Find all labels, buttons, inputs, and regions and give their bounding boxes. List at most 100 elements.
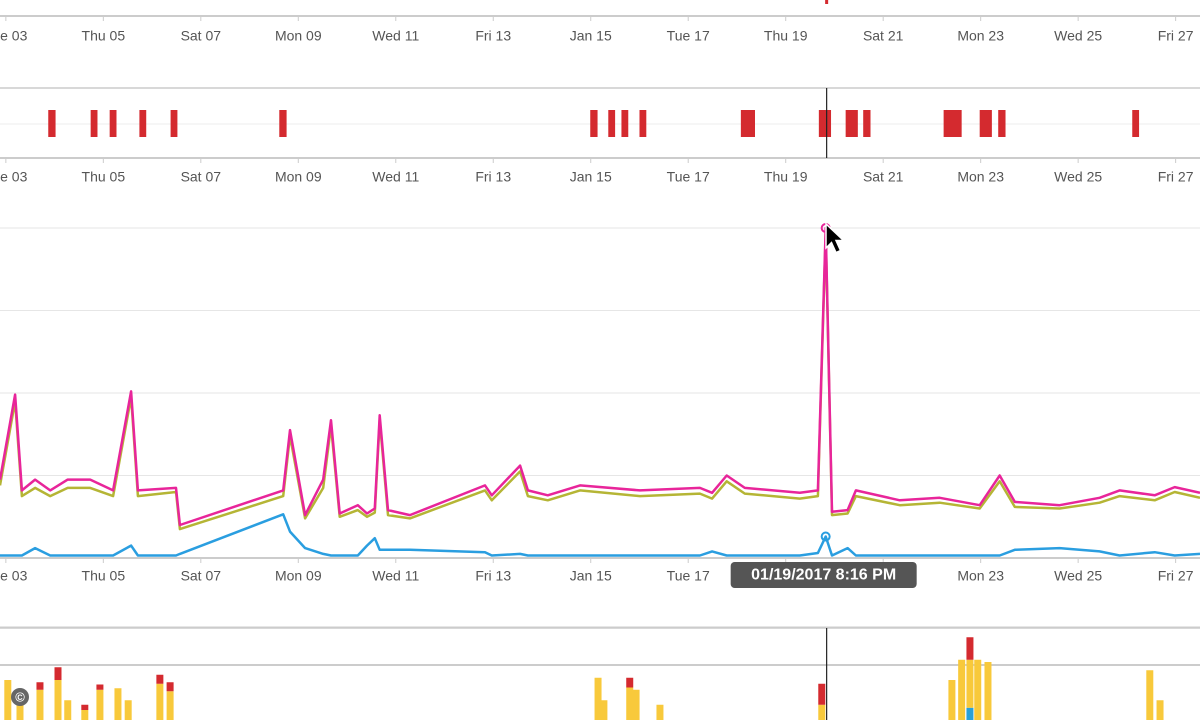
x-tick-label: Mon 23 — [957, 169, 1004, 185]
event — [740, 110, 755, 137]
bar-segment — [16, 700, 24, 720]
x-tick-label: Tue 17 — [667, 169, 710, 185]
bar-segment — [96, 689, 104, 720]
bar-segment — [966, 707, 974, 720]
overlay: © — [11, 222, 846, 706]
x-tick-label: Sat 21 — [863, 169, 904, 185]
x-tick-label: Jan 15 — [570, 28, 612, 44]
x-tick-label: Fri 13 — [475, 568, 511, 584]
bar-segment — [81, 710, 89, 720]
x-tick-label: Fri 27 — [1158, 169, 1194, 185]
x-tick-label: Sat 07 — [181, 28, 222, 44]
bar-segment — [114, 688, 122, 720]
bar-segment — [656, 704, 664, 720]
bar-segment — [958, 659, 966, 720]
x-tick-label: Jan 15 — [570, 568, 612, 584]
bar-segment — [156, 683, 164, 720]
bar-segment — [818, 704, 826, 720]
x-tick-label: Sat 07 — [181, 568, 222, 584]
x-tick-label: Wed 11 — [372, 169, 419, 185]
event — [639, 110, 647, 137]
event — [48, 110, 56, 137]
event — [170, 110, 178, 137]
event — [845, 110, 858, 137]
event — [863, 110, 871, 137]
event — [1132, 110, 1140, 137]
x-tick-label: Tue 17 — [667, 28, 710, 44]
bar-segment — [166, 691, 174, 720]
bar-segment — [966, 659, 974, 708]
bar-segment — [600, 700, 608, 720]
x-tick-label: Fri 27 — [1158, 568, 1194, 584]
x-tick-label: Wed 11 — [372, 568, 419, 584]
event — [998, 110, 1006, 137]
bar-segment — [594, 677, 602, 720]
bar-segment — [54, 680, 62, 720]
bar-segment — [54, 667, 62, 680]
tooltip-text: 01/19/2017 8:16 PM — [751, 567, 896, 584]
event — [590, 110, 598, 137]
event — [979, 110, 992, 137]
bar-segment — [64, 700, 72, 720]
bar-segment — [4, 680, 12, 720]
bar-segment — [36, 682, 44, 690]
bar-segment — [36, 689, 44, 720]
bar-segment — [124, 700, 132, 720]
mouse-cursor — [825, 222, 846, 254]
x-tick-label: Tue 03 — [0, 568, 28, 584]
x-tick-label: Wed 25 — [1054, 28, 1102, 44]
series-line — [0, 513, 1200, 557]
bar-segment — [96, 684, 104, 690]
event — [139, 110, 147, 137]
bar-segment — [1156, 700, 1164, 720]
x-tick-label: Thu 19 — [764, 28, 808, 44]
x-tick-label: Thu 19 — [764, 169, 808, 185]
x-tick-label: Mon 09 — [275, 568, 322, 584]
x-tick-label: Thu 05 — [82, 568, 126, 584]
bar-segment — [156, 674, 164, 684]
event — [621, 110, 629, 137]
bar-segment — [984, 662, 992, 720]
copyright-icon[interactable]: © — [15, 689, 25, 704]
x-tick-label: Sat 07 — [181, 169, 222, 185]
bar-segment — [948, 680, 956, 720]
x-tick-label: Tue 17 — [667, 568, 710, 584]
x-tick-label: Fri 13 — [475, 28, 511, 44]
x-tick-label: Mon 09 — [275, 28, 322, 44]
event — [90, 110, 98, 137]
x-tick-label: Fri 27 — [1158, 28, 1194, 44]
x-tick-label: Jan 15 — [570, 169, 612, 185]
bar-segment — [626, 677, 634, 688]
x-tick-label: Thu 05 — [82, 28, 126, 44]
event — [608, 110, 616, 137]
tooltip-box — [730, 562, 917, 588]
series-line — [0, 230, 1200, 531]
x-tick-label: Wed 25 — [1054, 169, 1102, 185]
event — [818, 110, 832, 137]
hover-point — [820, 531, 831, 542]
x-tick-label: Thu 05 — [82, 169, 126, 185]
bar-segment — [818, 683, 826, 705]
series-line — [0, 226, 1200, 527]
x-tick-label: Wed 11 — [372, 28, 419, 44]
x-tick-label: Tue 03 — [0, 169, 28, 185]
bar-segment — [166, 682, 174, 692]
event — [943, 110, 962, 137]
bar-segment — [974, 659, 982, 720]
bar-segment — [81, 704, 89, 710]
bar-segment — [966, 637, 974, 660]
bar-segment — [626, 687, 634, 720]
copyright-badge[interactable] — [11, 688, 29, 706]
event — [279, 110, 287, 137]
x-tick-label: Mon 09 — [275, 169, 322, 185]
bar-segment — [632, 689, 640, 720]
x-tick-label: Mon 23 — [957, 28, 1004, 44]
event — [109, 110, 117, 137]
x-tick-label: Fri 13 — [475, 169, 511, 185]
x-tick-label: Mon 23 — [957, 568, 1004, 584]
x-tick-label: Tue 03 — [0, 28, 28, 44]
x-tick-label: Wed 25 — [1054, 568, 1102, 584]
